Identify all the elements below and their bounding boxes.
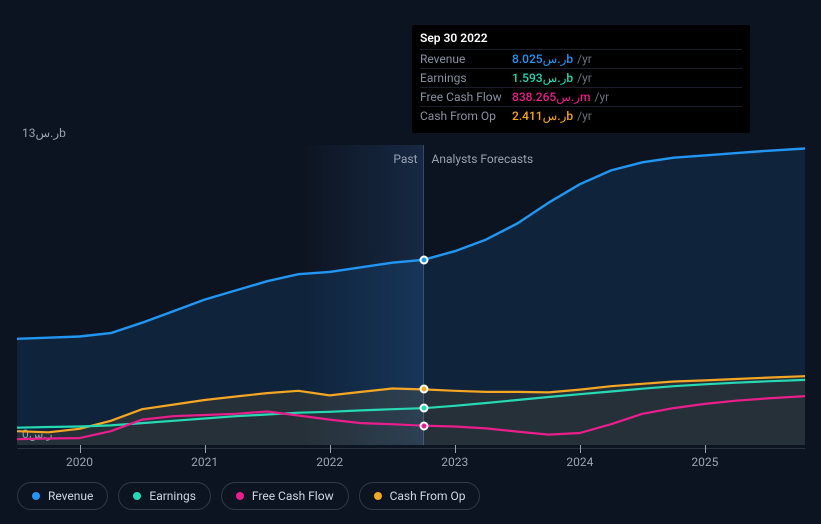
tooltip-row: Revenueر.س8.025b/yr [420, 49, 742, 68]
marker-cfo [419, 385, 428, 394]
legend-dot-icon [374, 492, 382, 500]
tooltip-title: Sep 30 2022 [420, 31, 742, 49]
legend-label: Cash From Op [390, 489, 466, 503]
x-tick-mark [330, 445, 331, 453]
chart-svg [17, 145, 805, 445]
x-tick-mark [205, 445, 206, 453]
x-tick-mark [80, 445, 81, 453]
x-axis: 2020 2021 2022 2023 2024 2025 [17, 448, 805, 472]
x-tick-label: 2020 [66, 455, 93, 469]
tooltip-unit: /yr [595, 90, 610, 104]
tooltip-row: Free Cash Flowر.س838.265m/yr [420, 87, 742, 106]
tooltip-value: ر.س8.025b [512, 52, 573, 66]
tooltip-key: Revenue [420, 52, 512, 66]
tooltip-row: Cash From Opر.س2.411b/yr [420, 106, 742, 125]
legend-item-revenue[interactable]: Revenue [17, 482, 108, 510]
legend-label: Free Cash Flow [252, 489, 334, 503]
tooltip-key: Cash From Op [420, 109, 512, 123]
x-tick-label: 2025 [691, 455, 718, 469]
forecast-label: Analysts Forecasts [432, 152, 534, 166]
tooltip-value: ر.س2.411b [512, 109, 573, 123]
x-tick-label: 2023 [441, 455, 468, 469]
tooltip-value: ر.س1.593b [512, 71, 573, 85]
x-tick-label: 2021 [191, 455, 218, 469]
past-label: Past [393, 152, 417, 166]
legend-label: Earnings [149, 489, 196, 503]
marker-fcf [419, 421, 428, 430]
y-axis-top-label: ر.س13b [22, 126, 66, 140]
legend-item-earnings[interactable]: Earnings [118, 482, 211, 510]
tooltip-unit: /yr [577, 109, 592, 123]
tooltip-unit: /yr [577, 71, 592, 85]
tooltip-key: Earnings [420, 71, 512, 85]
x-tick-label: 2022 [316, 455, 343, 469]
tooltip-row: Earningsر.س1.593b/yr [420, 68, 742, 87]
x-tick-mark [455, 445, 456, 453]
marker-revenue [419, 255, 428, 264]
x-tick-mark [705, 445, 706, 453]
financial-chart: ر.س13b ر.س0 Past Analysts Forecasts 2020… [0, 0, 821, 524]
legend-item-fcf[interactable]: Free Cash Flow [221, 482, 349, 510]
legend-dot-icon [133, 492, 141, 500]
legend: Revenue Earnings Free Cash Flow Cash From O… [17, 482, 480, 510]
legend-dot-icon [236, 492, 244, 500]
legend-label: Revenue [48, 489, 93, 503]
tooltip-unit: /yr [577, 52, 592, 66]
marker-earnings [419, 404, 428, 413]
tooltip-key: Free Cash Flow [420, 90, 512, 104]
plot-area[interactable] [17, 145, 805, 445]
legend-item-cfo[interactable]: Cash From Op [359, 482, 481, 510]
x-tick-mark [580, 445, 581, 453]
legend-dot-icon [32, 492, 40, 500]
x-tick-label: 2024 [566, 455, 593, 469]
tooltip-value: ر.س838.265m [512, 90, 591, 104]
tooltip: Sep 30 2022 Revenueر.س8.025b/yrEarningsر… [412, 25, 750, 133]
